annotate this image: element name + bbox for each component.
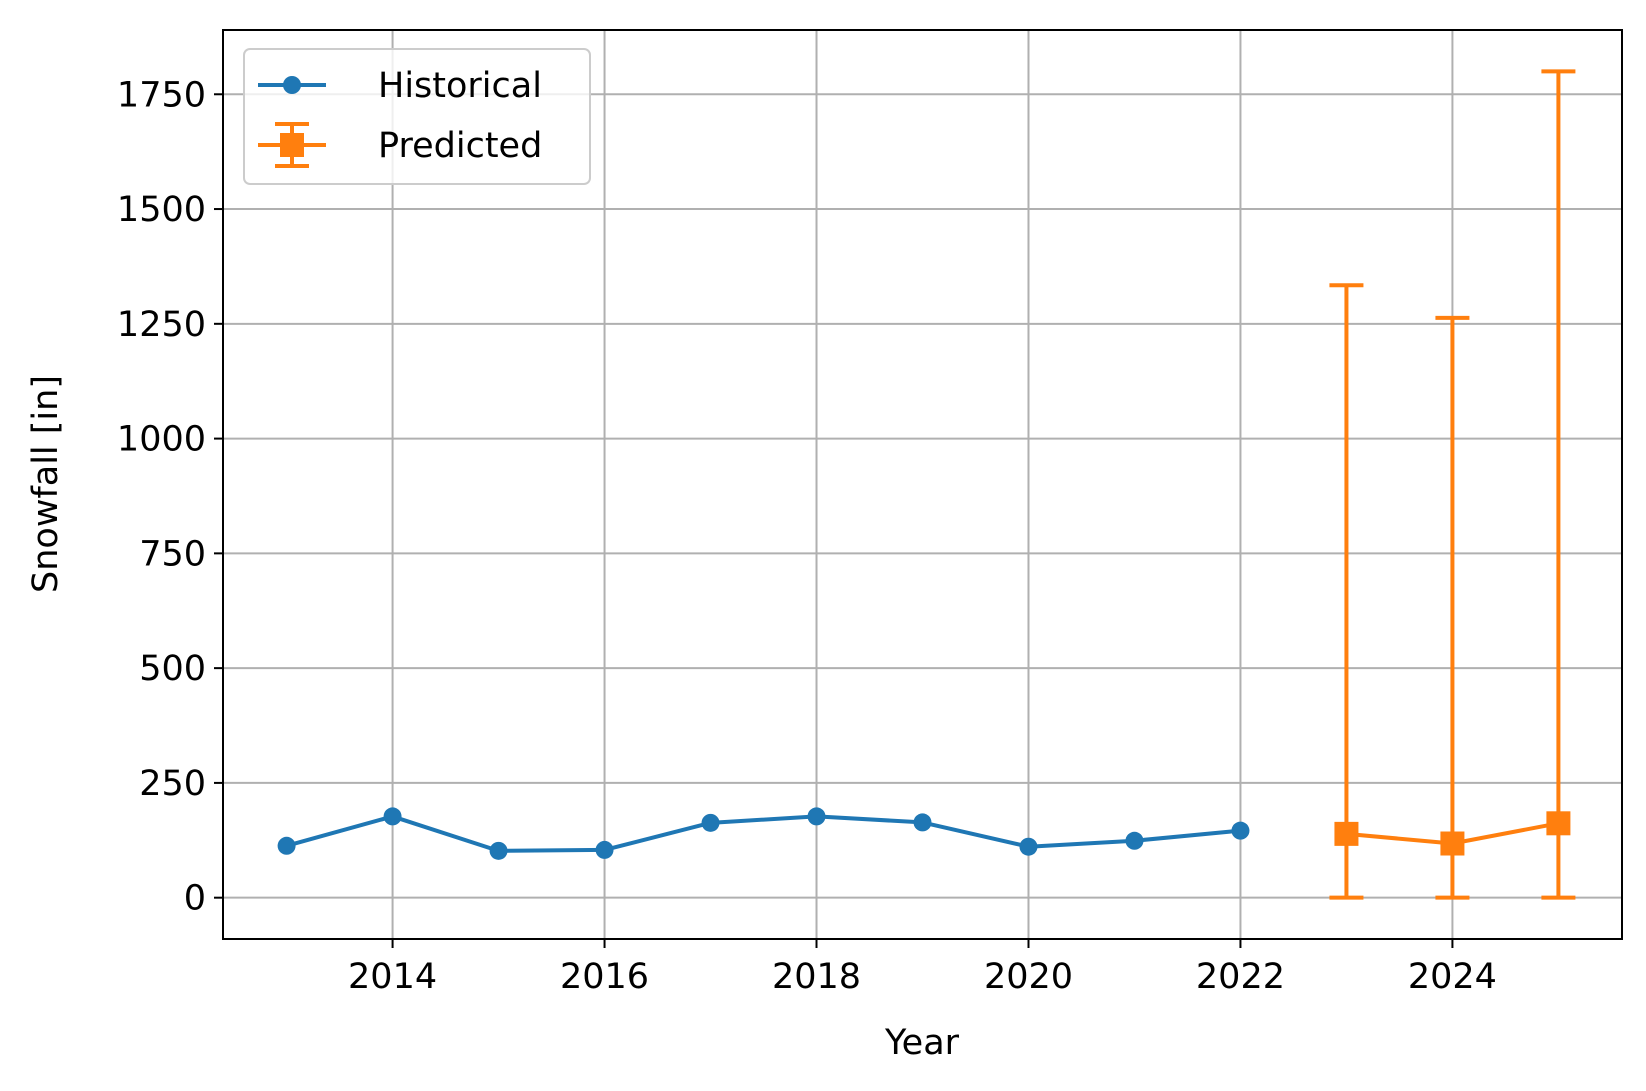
x-tick-label: 2024 [1408, 957, 1497, 997]
data-point-circle [595, 840, 614, 859]
y-tick-label: 500 [139, 649, 206, 689]
legend-marker-square [280, 133, 304, 157]
y-axis-title: Snowfall [in] [26, 375, 66, 593]
x-axis-title: Year [884, 1023, 960, 1063]
x-tick-label: 2016 [560, 957, 649, 997]
data-point-circle [913, 813, 932, 832]
axis-ticks: 2014 2016 2018 2020 2022 2024 0 250 500 750 1000 12… [117, 75, 1497, 997]
data-point-circle [1019, 837, 1038, 856]
data-point-circle [701, 813, 720, 832]
data-point-circle [383, 807, 402, 826]
data-point-square [1546, 811, 1571, 836]
legend-marker-circle [283, 76, 301, 94]
y-tick-label: 1250 [117, 305, 206, 345]
x-tick-label: 2014 [348, 957, 437, 997]
legend-label: Historical [378, 66, 542, 106]
data-point-circle [277, 836, 296, 855]
y-tick-label: 250 [139, 764, 206, 804]
grid-lines [223, 30, 1622, 939]
x-tick-label: 2020 [984, 957, 1073, 997]
y-tick-label: 1000 [117, 420, 206, 460]
legend: Historical Predicted [243, 48, 591, 185]
x-tick-label: 2018 [772, 957, 861, 997]
data-point-square [1334, 821, 1359, 846]
data-point-circle [1231, 821, 1250, 840]
y-tick-label: 1500 [117, 190, 206, 230]
y-tick-label: 1750 [117, 75, 206, 115]
data-point-circle [807, 807, 826, 826]
y-tick-label: 0 [184, 879, 206, 919]
data-point-square [1440, 831, 1465, 856]
data-marks [277, 69, 1576, 900]
series-line-historical [286, 814, 1241, 853]
legend-label: Predicted [378, 126, 542, 166]
data-point-circle [489, 841, 508, 860]
data-point-circle [1125, 831, 1144, 850]
y-tick-label: 750 [139, 534, 206, 574]
x-tick-label: 2022 [1196, 957, 1285, 997]
plot-frame [222, 29, 1623, 940]
legend-box [243, 48, 591, 185]
